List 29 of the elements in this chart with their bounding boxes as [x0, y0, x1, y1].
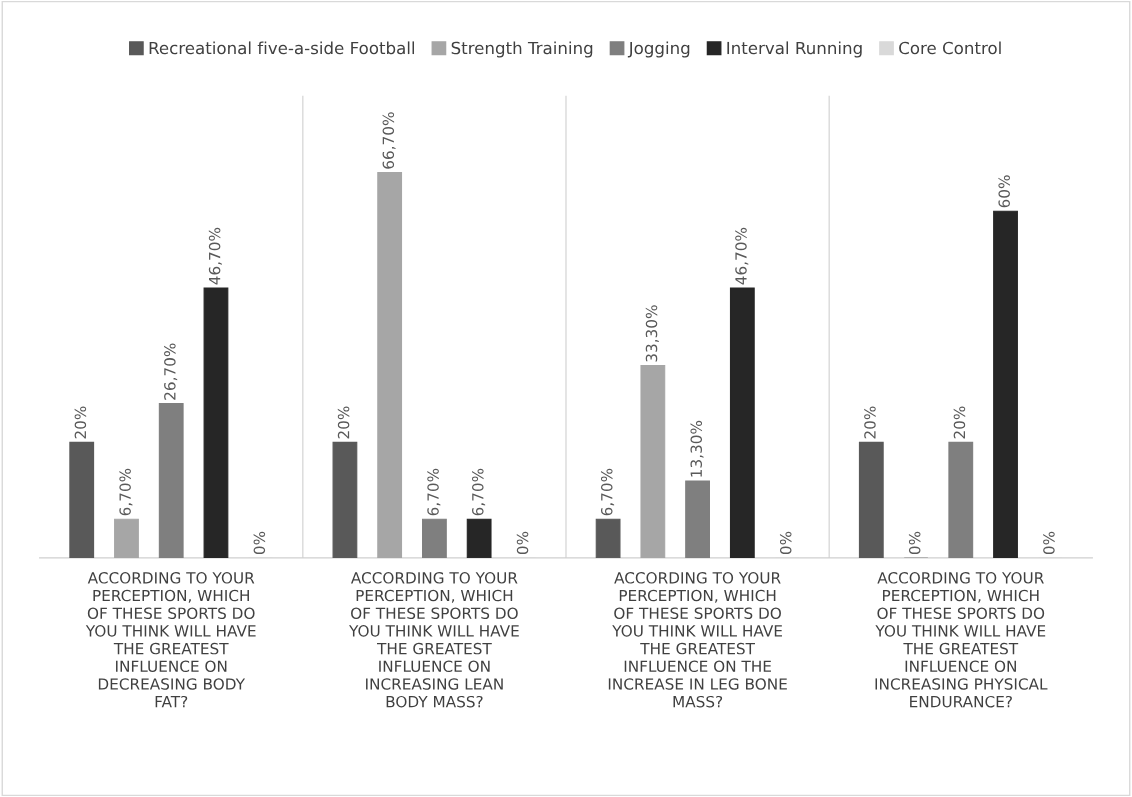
- data-label: 33,30%: [645, 305, 659, 362]
- x-tick-label: ACCORDING TO YOUR PERCEPTION, WHICH OF THESE SPORTS DO YOU THINK WILL HAVE THE GREATEST INFLUENCE ON DECREASING BODY FAT?: [85, 572, 256, 708]
- data-label: 0%: [908, 531, 921, 555]
- data-label: 20%: [953, 406, 966, 439]
- legend-label: Interval Running: [727, 41, 862, 58]
- data-label: 0%: [779, 531, 792, 555]
- data-label: 20%: [337, 406, 350, 439]
- data-label: 13,30%: [690, 420, 704, 477]
- x-tick-label: ACCORDING TO YOUR PERCEPTION, WHICH OF THESE SPORTS DO YOU THINK WILL HAVE THE GREATEST INFLUENCE ON INCREASING LEAN BODY MASS?: [349, 572, 519, 708]
- data-label: 46,70%: [735, 227, 749, 285]
- x-tick-label: ACCORDING TO YOUR PERCEPTION, WHICH OF THESE SPORTS DO YOU THINK WILL HAVE THE GREATEST INFLUENCE ON THE INCREASE IN LEG BONE MASS?: [608, 572, 787, 708]
- data-label: 20%: [74, 406, 87, 439]
- data-label: 20%: [864, 406, 876, 439]
- data-label: 6,70%: [427, 468, 441, 516]
- data-label: 26,70%: [164, 343, 178, 400]
- data-label: 66,70%: [382, 112, 396, 169]
- legend-label: Recreational five-a-side Football: [149, 41, 415, 55]
- data-label: 0%: [1043, 531, 1055, 555]
- legend-label: Jogging: [627, 41, 690, 58]
- data-label: 6,70%: [119, 468, 133, 516]
- legend-label: Strength Training: [451, 41, 593, 58]
- data-label: 0%: [253, 531, 266, 555]
- data-label: 6,70%: [472, 468, 486, 516]
- data-label: 0%: [516, 531, 529, 555]
- data-label: 6,70%: [600, 468, 615, 516]
- x-tick-label: ACCORDING TO YOUR PERCEPTION, WHICH OF THESE SPORTS DO YOU THINK WILL HAVE THE GREATEST INFLUENCE ON INCREASING PHYSICAL ENDURANCE?: [875, 572, 1048, 708]
- data-label: 46,70%: [208, 227, 222, 285]
- data-label: 60%: [998, 175, 1010, 208]
- legend-label: Core Control: [899, 41, 1001, 55]
